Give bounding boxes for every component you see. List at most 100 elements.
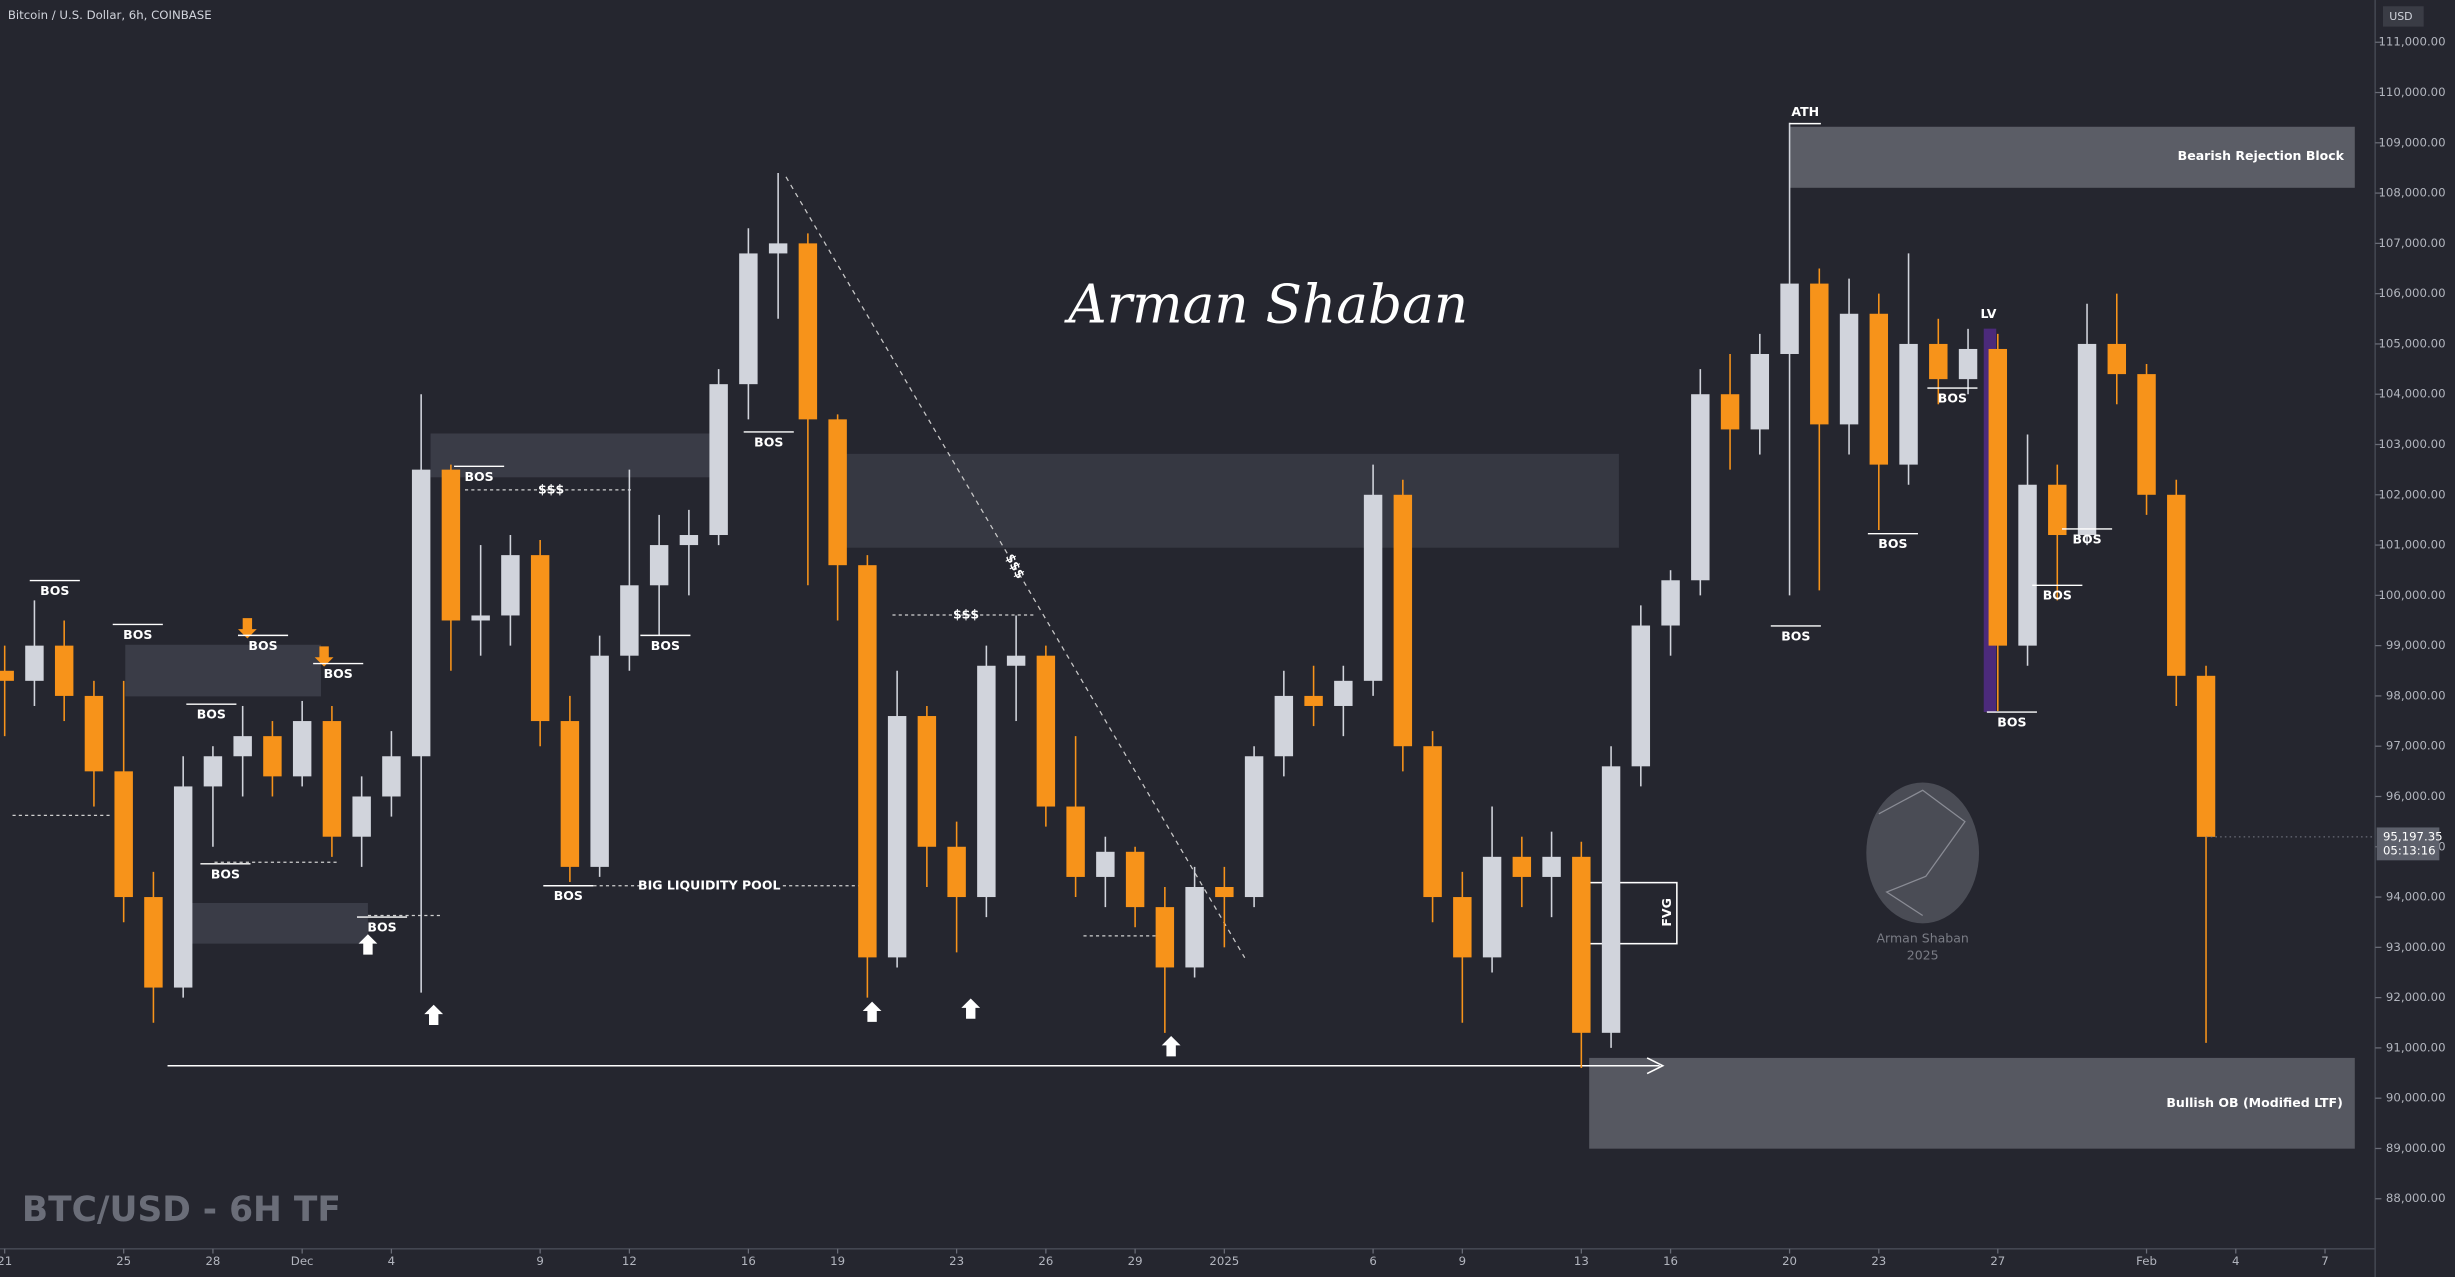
candle-body bbox=[203, 756, 223, 787]
candle-body bbox=[114, 771, 133, 898]
candle-body bbox=[233, 736, 252, 757]
annotation: FVG bbox=[1659, 898, 1674, 927]
annotation: BOS bbox=[464, 469, 493, 484]
candle-body bbox=[1691, 394, 1710, 581]
candle-body bbox=[1304, 695, 1323, 706]
candle-body bbox=[858, 565, 877, 958]
down-arrow bbox=[237, 618, 257, 639]
candle-body bbox=[1006, 655, 1026, 666]
x-tick-label: 7 bbox=[2321, 1254, 2328, 1268]
candle-body bbox=[1780, 283, 1799, 354]
annotation: BOS bbox=[367, 920, 396, 935]
candle-body bbox=[1542, 856, 1561, 877]
candle-body bbox=[1720, 394, 1740, 430]
y-tick-label: 101,000.00 bbox=[2378, 538, 2445, 552]
y-tick-label: 105,000.00 bbox=[2378, 336, 2445, 350]
candle-body bbox=[1066, 806, 1085, 877]
zone bbox=[187, 902, 368, 944]
annotation: BOS bbox=[1781, 628, 1810, 643]
annotation: BOS bbox=[40, 583, 69, 598]
candle-body bbox=[1453, 897, 1472, 958]
candle-body bbox=[263, 736, 282, 777]
candle-body bbox=[173, 786, 193, 988]
candle-body bbox=[441, 469, 461, 621]
candle-body bbox=[2107, 343, 2127, 375]
up-arrow bbox=[358, 934, 378, 955]
candle-body bbox=[1572, 856, 1591, 1033]
chart-title: Bitcoin / U.S. Dollar, 6h, COINBASE bbox=[8, 8, 212, 22]
candle-body bbox=[411, 469, 431, 757]
candle-body bbox=[887, 716, 907, 958]
candle-body bbox=[84, 695, 104, 772]
logo-name: Arman Shaban bbox=[1876, 930, 1968, 945]
candle-body bbox=[2167, 494, 2186, 676]
candle-body bbox=[292, 721, 312, 777]
y-tick-label: 96,000.00 bbox=[2386, 789, 2446, 803]
y-tick-label: 97,000.00 bbox=[2386, 739, 2446, 753]
annotation: LV bbox=[1980, 306, 1996, 321]
x-tick-label: 26 bbox=[1038, 1254, 1053, 1268]
bullish-block bbox=[1589, 1057, 2355, 1149]
y-tick-label: 90,000.00 bbox=[2386, 1091, 2446, 1105]
y-tick-label: 102,000.00 bbox=[2378, 487, 2445, 501]
candle-body bbox=[739, 253, 758, 385]
y-tick-label: 100,000.00 bbox=[2378, 588, 2445, 602]
y-tick-label: 109,000.00 bbox=[2378, 135, 2445, 149]
candle-body bbox=[1631, 625, 1651, 767]
candle-body bbox=[1215, 886, 1234, 898]
countdown: 05:13:16 bbox=[2383, 843, 2436, 857]
candle-body bbox=[1810, 283, 1829, 425]
y-tick-label: 94,000.00 bbox=[2386, 890, 2446, 904]
candle-body bbox=[2137, 374, 2156, 495]
candle-body bbox=[1661, 580, 1680, 626]
candle-body bbox=[709, 384, 728, 536]
annotation: BOS bbox=[211, 866, 240, 881]
x-tick-label: 23 bbox=[949, 1254, 964, 1268]
zone bbox=[430, 433, 713, 478]
up-arrow bbox=[1161, 1035, 1181, 1057]
up-arrows bbox=[358, 934, 1181, 1057]
x-tick-label: 12 bbox=[622, 1254, 637, 1268]
candle-body bbox=[1363, 494, 1383, 681]
down-arrow bbox=[314, 646, 334, 667]
last-price-box bbox=[2376, 827, 2440, 861]
candle-body bbox=[679, 535, 699, 546]
annotation: BOS bbox=[123, 627, 152, 642]
last-price-label: 95,197.35 bbox=[2383, 829, 2443, 843]
candle-body bbox=[322, 721, 342, 837]
candle-body bbox=[1750, 353, 1770, 430]
candle-body bbox=[768, 243, 788, 254]
y-tick-label: 108,000.00 bbox=[2378, 186, 2445, 200]
annotation: BOS bbox=[754, 434, 783, 449]
candle-body bbox=[977, 665, 996, 898]
annotation: Bullish OB (Modified LTF) bbox=[2166, 1095, 2342, 1110]
candle-body bbox=[25, 645, 44, 681]
candle-body bbox=[1423, 746, 1442, 898]
candle-body bbox=[1036, 655, 1056, 807]
x-tick-label: 16 bbox=[1663, 1254, 1678, 1268]
annotation: BOS bbox=[324, 666, 353, 681]
logo-lines bbox=[1878, 789, 1966, 917]
bearish-block bbox=[1789, 126, 2355, 188]
x-tick-label: 6 bbox=[1369, 1254, 1376, 1268]
candle-body bbox=[501, 555, 520, 616]
x-tick-label: 2025 bbox=[1209, 1254, 1239, 1268]
x-tick-label: 23 bbox=[1871, 1254, 1886, 1268]
candle-body bbox=[1839, 313, 1859, 425]
candle-body bbox=[620, 585, 639, 656]
x-tick-label: Dec bbox=[291, 1254, 314, 1268]
candle-body bbox=[1601, 766, 1621, 1033]
price-axis bbox=[2375, 0, 2455, 1277]
up-arrow bbox=[862, 1001, 882, 1022]
x-tick-label: 25 bbox=[116, 1254, 131, 1268]
candle-body bbox=[2018, 484, 2037, 646]
logo bbox=[1866, 782, 1980, 924]
signature: Arman Shaban bbox=[1063, 273, 1468, 335]
candle-body bbox=[144, 897, 163, 988]
y-tick-label: 91,000.00 bbox=[2386, 1040, 2446, 1054]
candle-body bbox=[2048, 484, 2067, 536]
candle-body bbox=[560, 721, 580, 867]
up-arrow bbox=[961, 998, 981, 1019]
y-tick-label: 93,000.00 bbox=[2386, 940, 2446, 954]
annotation: ATH bbox=[1791, 104, 1819, 119]
